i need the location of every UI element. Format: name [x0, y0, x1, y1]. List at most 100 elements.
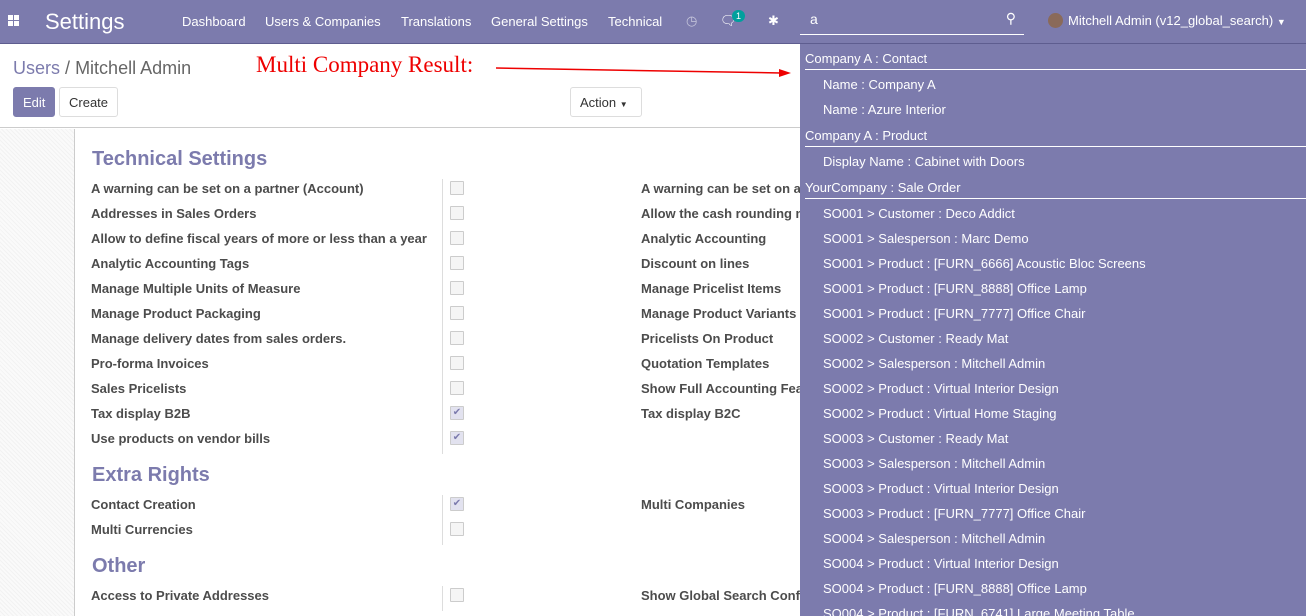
result-group-header: Company A : Product — [805, 128, 1306, 147]
top-navbar: Settings Dashboard Users & Companies Tra… — [0, 0, 1306, 44]
setting-checkbox[interactable]: ✔ — [450, 406, 464, 420]
breadcrumb: Users / Mitchell Admin — [13, 58, 191, 79]
search-value[interactable]: a — [810, 11, 818, 27]
result-item[interactable]: SO002 > Customer : Ready Mat — [823, 331, 1009, 346]
user-name: Mitchell Admin (v12_global_search) — [1068, 13, 1274, 28]
result-item[interactable]: SO003 > Product : [FURN_7777] Office Cha… — [823, 506, 1086, 521]
setting-checkbox[interactable] — [450, 331, 464, 345]
activity-clock-icon[interactable]: ◷ — [686, 13, 698, 28]
column-divider — [442, 586, 443, 611]
setting-label: Pro-forma Invoices — [91, 356, 209, 371]
control-panel: Users / Mitchell Admin — [0, 45, 1306, 128]
setting-label: Manage Product Variants — [641, 306, 797, 321]
setting-checkbox[interactable] — [450, 381, 464, 395]
menu-dashboard[interactable]: Dashboard — [182, 14, 246, 29]
result-item[interactable]: SO004 > Product : [FURN_6741] Large Meet… — [823, 606, 1135, 616]
menu-translations[interactable]: Translations — [401, 14, 472, 29]
search-results-dropdown: Company A : Contact Name : Company A Name … — [800, 44, 1306, 616]
setting-checkbox[interactable] — [450, 206, 464, 220]
setting-label: Manage Product Packaging — [91, 306, 261, 321]
column-divider — [442, 495, 443, 545]
setting-label: Sales Pricelists — [91, 381, 187, 396]
section-title: Extra Rights — [92, 464, 210, 486]
result-item[interactable]: SO001 > Salesperson : Marc Demo — [823, 231, 1029, 246]
annotation-text: Multi Company Result: — [256, 52, 474, 77]
setting-label: Multi Companies — [641, 497, 746, 512]
caret-down-icon: ▼ — [619, 100, 628, 109]
setting-label: Show Full Accounting Fea — [641, 381, 804, 396]
setting-label: Discount on lines — [641, 256, 750, 271]
setting-checkbox[interactable] — [450, 231, 464, 245]
result-item[interactable]: SO003 > Salesperson : Mitchell Admin — [823, 456, 1046, 471]
result-item[interactable]: SO004 > Product : [FURN_8888] Office Lam… — [823, 581, 1087, 596]
create-button[interactable]: Create — [59, 87, 119, 117]
search-icon[interactable]: ⚲ — [1005, 10, 1016, 26]
result-item[interactable]: Name : Company A — [823, 77, 936, 92]
column-divider — [442, 179, 443, 454]
action-dropdown[interactable]: Action ▼ — [570, 87, 642, 117]
apps-grid-icon[interactable] — [8, 15, 19, 26]
breadcrumb-users[interactable]: Users — [13, 58, 61, 78]
menu-technical[interactable]: Technical — [608, 14, 663, 29]
result-item[interactable]: SO002 > Product : Virtual Home Staging — [823, 406, 1057, 421]
message-count-badge: 1 — [732, 10, 746, 22]
setting-label: Quotation Templates — [641, 356, 770, 371]
debug-bug-icon[interactable]: ✱ — [768, 13, 779, 28]
setting-label: Manage Pricelist Items — [641, 281, 782, 296]
menu-general-settings[interactable]: General Settings — [491, 14, 588, 29]
setting-label: Access to Private Addresses — [91, 588, 270, 603]
user-menu[interactable]: Mitchell Admin (v12_global_search) ▼ — [1048, 13, 1286, 28]
setting-label: Multi Currencies — [91, 522, 193, 537]
result-group-header: YourCompany : Sale Order — [805, 180, 1306, 199]
result-item[interactable]: SO003 > Customer : Ready Mat — [823, 431, 1009, 446]
result-item[interactable]: SO004 > Product : Virtual Interior Desig… — [823, 556, 1059, 571]
sheet-background — [0, 129, 75, 616]
setting-checkbox[interactable] — [450, 522, 464, 536]
result-group-header: Company A : Contact — [805, 51, 1306, 70]
breadcrumb-separator: / — [65, 58, 71, 78]
setting-label: A warning can be set on a — [641, 181, 801, 196]
global-search-input[interactable]: a ⚲ — [800, 0, 1024, 35]
caret-down-icon: ▼ — [1276, 17, 1286, 27]
setting-label: Allow to define fiscal years of more or … — [91, 231, 427, 246]
setting-label: Show Global Search Conf — [641, 588, 800, 603]
annotation-arrow-icon — [496, 67, 791, 77]
menu-users-companies[interactable]: Users & Companies — [265, 14, 381, 29]
setting-label: A warning can be set on a partner (Accou… — [91, 181, 364, 196]
app-title: Settings — [45, 9, 125, 34]
setting-checkbox[interactable] — [450, 356, 464, 370]
result-item[interactable]: SO003 > Product : Virtual Interior Desig… — [823, 481, 1059, 496]
setting-checkbox[interactable] — [450, 256, 464, 270]
result-item[interactable]: SO002 > Product : Virtual Interior Desig… — [823, 381, 1059, 396]
setting-checkbox[interactable] — [450, 281, 464, 295]
result-item[interactable]: SO004 > Salesperson : Mitchell Admin — [823, 531, 1046, 546]
result-item[interactable]: SO001 > Customer : Deco Addict — [823, 206, 1015, 221]
avatar — [1048, 13, 1063, 28]
section-title: Technical Settings — [92, 148, 268, 170]
action-label: Action — [580, 95, 617, 110]
breadcrumb-current: Mitchell Admin — [75, 58, 192, 78]
result-item[interactable]: Name : Azure Interior — [823, 102, 946, 117]
result-item[interactable]: SO001 > Product : [FURN_8888] Office Lam… — [823, 281, 1087, 296]
setting-checkbox[interactable] — [450, 181, 464, 195]
result-item[interactable]: SO002 > Salesperson : Mitchell Admin — [823, 356, 1046, 371]
setting-label: Manage delivery dates from sales orders. — [91, 331, 347, 346]
setting-label: Tax display B2C — [641, 406, 741, 421]
result-item[interactable]: SO001 > Product : [FURN_7777] Office Cha… — [823, 306, 1086, 321]
setting-checkbox[interactable] — [450, 306, 464, 320]
setting-label: Analytic Accounting Tags — [91, 256, 250, 271]
setting-checkbox[interactable] — [450, 588, 464, 602]
setting-label: Pricelists On Product — [641, 331, 774, 346]
edit-button[interactable]: Edit — [13, 87, 56, 117]
setting-label: Manage Multiple Units of Measure — [91, 281, 301, 296]
section-title: Other — [92, 555, 146, 577]
setting-checkbox[interactable]: ✔ — [450, 431, 464, 445]
result-item[interactable]: SO001 > Product : [FURN_6666] Acoustic B… — [823, 256, 1146, 271]
setting-label: Tax display B2B — [91, 406, 191, 421]
setting-label: Analytic Accounting — [641, 231, 767, 246]
setting-label: Allow the cash rounding m — [641, 206, 808, 221]
setting-label: Use products on vendor bills — [91, 431, 271, 446]
result-item[interactable]: Display Name : Cabinet with Doors — [823, 154, 1025, 169]
setting-label: Contact Creation — [91, 497, 196, 512]
setting-checkbox[interactable]: ✔ — [450, 497, 464, 511]
